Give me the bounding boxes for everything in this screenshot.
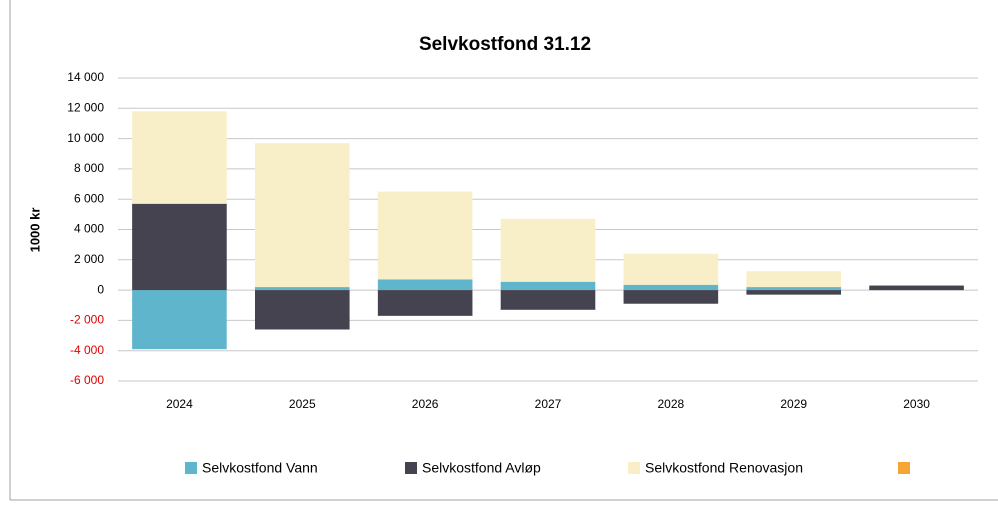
legend-marker <box>405 462 417 474</box>
y-tick-label: 4 000 <box>74 222 104 236</box>
y-tick-label: 8 000 <box>74 161 104 175</box>
bar-segment <box>377 290 473 316</box>
legend-label: Selvkostfond Vann <box>202 460 318 476</box>
x-tick-label: 2029 <box>780 397 807 411</box>
bar-segment <box>746 290 842 295</box>
bar-segment <box>254 143 350 288</box>
bar-segment <box>500 281 596 291</box>
y-tick-label: 10 000 <box>67 131 104 145</box>
bar-segment <box>500 290 596 310</box>
x-tick-label: 2030 <box>903 397 930 411</box>
y-tick-label: 12 000 <box>67 100 104 114</box>
bar-segment <box>746 287 842 291</box>
bar-segment <box>132 290 227 350</box>
bar-segment <box>254 290 350 330</box>
legend-marker <box>898 462 910 474</box>
bar-segment <box>500 218 596 282</box>
legend-marker <box>628 462 640 474</box>
y-tick-label: 0 <box>97 282 104 296</box>
legend-label: Selvkostfond Renovasjon <box>645 460 803 476</box>
y-tick-label: 14 000 <box>67 70 104 84</box>
x-tick-label: 2027 <box>535 397 562 411</box>
legend-marker <box>185 462 197 474</box>
bar-segment <box>623 290 719 304</box>
bar-segment <box>746 271 842 288</box>
bar-segment <box>132 111 227 204</box>
x-tick-label: 2024 <box>166 397 193 411</box>
bar-segment <box>869 285 964 291</box>
y-tick-label: 2 000 <box>74 252 104 266</box>
bar-segment <box>623 253 719 285</box>
y-axis-label: 1000 kr <box>27 208 42 253</box>
legend-label: Selvkostfond Avløp <box>422 460 541 476</box>
y-tick-label: -4 000 <box>70 343 104 357</box>
y-tick-label: -6 000 <box>70 373 104 387</box>
bar-segment <box>377 191 473 280</box>
x-tick-label: 2025 <box>289 397 316 411</box>
chart-title: Selvkostfond 31.12 <box>419 34 591 55</box>
bar-segment <box>623 284 719 291</box>
x-tick-label: 2026 <box>412 397 439 411</box>
x-tick-label: 2028 <box>658 397 685 411</box>
bar-segment <box>377 279 473 291</box>
y-tick-label: 6 000 <box>74 191 104 205</box>
bar-segment <box>132 203 227 291</box>
y-tick-label: -2 000 <box>70 313 104 327</box>
bar-segment <box>254 287 350 291</box>
